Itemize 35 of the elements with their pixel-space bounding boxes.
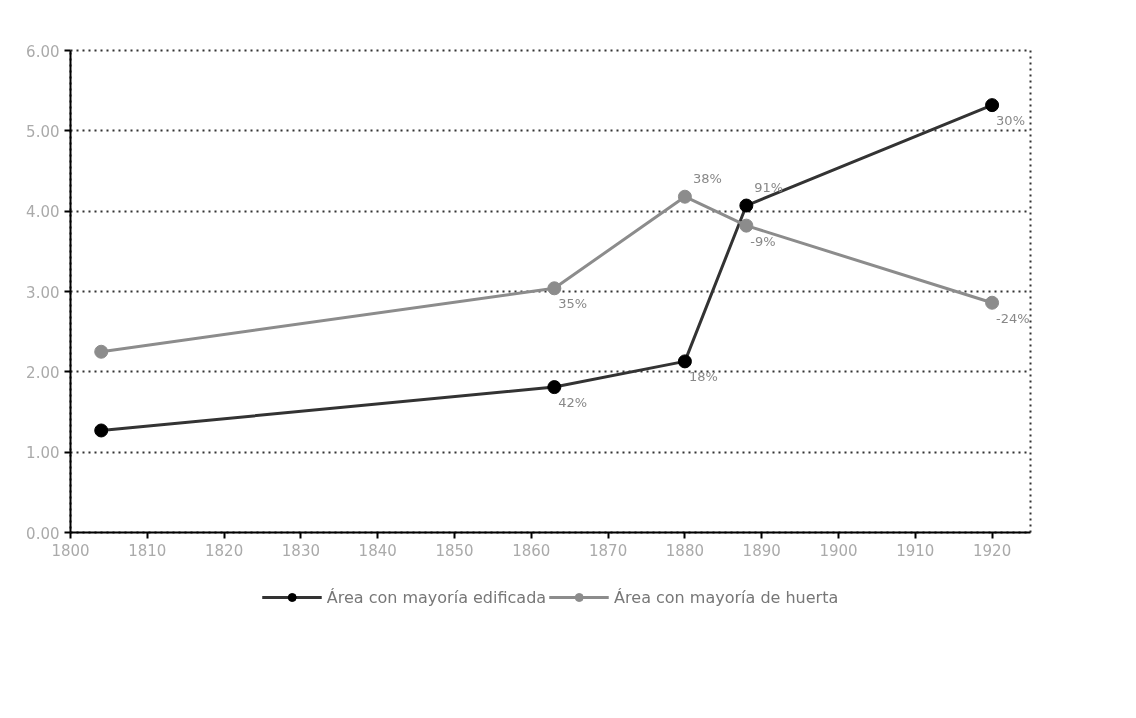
annotation: 18% — [688, 369, 718, 385]
annotation: -9% — [750, 233, 776, 249]
x-tick-label: 1870 — [589, 541, 628, 560]
x-tick-label: 1890 — [742, 541, 781, 560]
x-tick-label: 1910 — [896, 541, 935, 560]
point — [547, 281, 562, 296]
x-tick-label: 1900 — [819, 541, 858, 560]
y-tick-label: 2.00 — [26, 363, 60, 382]
point — [985, 295, 1000, 310]
x-tick-label: 1820 — [205, 541, 244, 560]
legend-label: Área con mayoría edificada — [326, 587, 547, 607]
annotation: 42% — [558, 395, 588, 411]
y-tick-label: 4.00 — [26, 203, 60, 222]
annotation: 30% — [996, 113, 1026, 129]
annotation: 91% — [754, 179, 784, 195]
x-tick-label: 1800 — [51, 541, 90, 560]
y-tick-label: 3.00 — [26, 283, 60, 302]
legend-label: Área con mayoría de huerta — [614, 587, 839, 607]
x-tick-label: 1840 — [358, 541, 397, 560]
point — [677, 189, 692, 204]
x-tick-label: 1880 — [665, 541, 704, 560]
point — [94, 344, 109, 359]
x-tick-label: 1810 — [128, 541, 167, 560]
annotation: -24% — [996, 310, 1030, 326]
y-tick-label: 0.00 — [26, 524, 60, 543]
annotation: 38% — [692, 170, 722, 186]
x-tick-label: 1850 — [435, 541, 474, 560]
annotation: 35% — [558, 296, 588, 312]
x-tick-label: 1860 — [512, 541, 551, 560]
x-tick-label: 1830 — [281, 541, 320, 560]
y-tick-label: 5.00 — [26, 122, 60, 141]
point — [739, 218, 754, 233]
y-tick-label: 6.00 — [26, 42, 60, 61]
y-tick-label: 1.00 — [26, 444, 60, 463]
x-tick-label: 1920 — [973, 541, 1012, 560]
